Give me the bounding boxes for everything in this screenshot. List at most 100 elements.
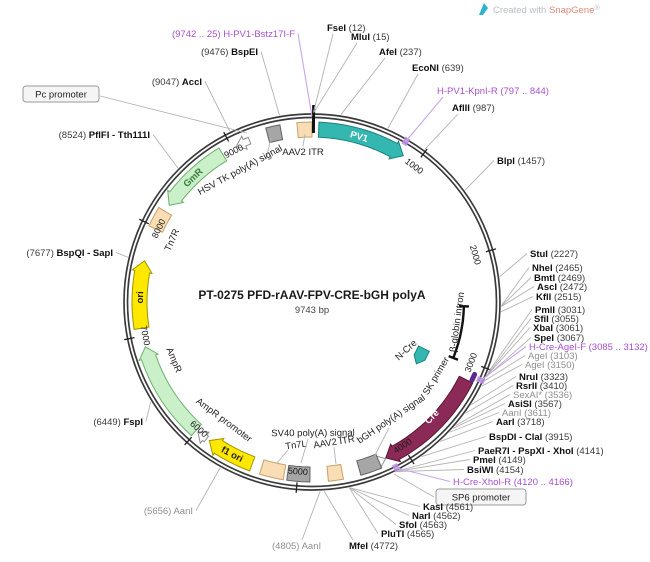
- site-label-part: H-PV1-KpnI-R (797 .. 844): [437, 86, 549, 97]
- site-label-part: H-Cre-XhoI-R (4120 .. 4166): [453, 477, 573, 488]
- site-label-pflfi - tth111i[interactable]: (8524) PflFI - Tth111I: [59, 130, 150, 141]
- site-label-part: H-Cre-AgeI-F (3085 .. 3132): [529, 342, 648, 353]
- plasmid-size-label: 9743 bp: [295, 305, 329, 316]
- site-label-bsiwi[interactable]: BsiWI (4154): [467, 465, 524, 476]
- sv40-polya-signal-label[interactable]: SV40 poly(A) signal: [271, 428, 355, 440]
- site-label-aani[interactable]: AanI (3611): [502, 408, 551, 419]
- feature-ampr-promoter[interactable]: [197, 431, 211, 445]
- feature-cre[interactable]: [385, 375, 474, 463]
- site-label-h-cre-agei-f[interactable]: H-Cre-AgeI-F (3085 .. 3132): [529, 342, 648, 353]
- feature-sv40-polya-signal[interactable]: [286, 464, 311, 483]
- beta-globin-intron-label[interactable]: β-globin intron: [448, 291, 467, 352]
- site-label-pluti[interactable]: PluTI (4565): [381, 529, 434, 540]
- site-label-rsrii[interactable]: RsrII (3410): [516, 381, 567, 392]
- site-label-kfli[interactable]: KflI (2515): [536, 292, 581, 303]
- site-label-h-pv1-bstz17i-f[interactable]: (9742 .. 25) H-PV1-Bstz17I-F: [172, 29, 295, 40]
- site-label-blpi[interactable]: BlpI (1457): [497, 156, 545, 167]
- site-label-bmti[interactable]: BmtI (2469): [534, 273, 585, 284]
- site-label-bspdi - clai[interactable]: BspDI - ClaI (3915): [489, 432, 572, 443]
- feature-leader-tn7l: [276, 449, 289, 464]
- site-label-bspei[interactable]: (9476) BspEI: [201, 47, 258, 58]
- primer-mark-h-pv1-kpni-r[interactable]: [401, 136, 411, 147]
- site-label-pmei[interactable]: PmeI (4149): [473, 455, 526, 466]
- feature-ampr[interactable]: [138, 346, 203, 437]
- tn7r-label[interactable]: Tn7R: [163, 227, 183, 253]
- site-label-part: SfoI: [399, 520, 417, 531]
- feature-gmr[interactable]: [167, 147, 228, 206]
- site-leader-pmli: [487, 309, 533, 374]
- site-label-h-cre-xhoi-r[interactable]: H-Cre-XhoI-R (4120 .. 4166): [453, 477, 573, 488]
- site-label-h-pv1-kpni-r[interactable]: H-PV1-KpnI-R (797 .. 844): [437, 86, 549, 97]
- site-label-bspqi - sapi[interactable]: (7677) BspQI - SapI: [26, 248, 113, 259]
- site-label-stui[interactable]: StuI (2227): [530, 249, 578, 260]
- feature-tn7l[interactable]: [258, 459, 287, 481]
- position-label-9000: 9000: [222, 142, 244, 160]
- feature-aav2-itr-top[interactable]: [296, 121, 313, 139]
- pc-promoter-label-box[interactable]: [22, 85, 100, 103]
- site-label-part: (3067): [554, 333, 584, 344]
- site-label-spei[interactable]: SpeI (3067): [534, 333, 584, 344]
- site-label-part: (2469): [555, 273, 585, 284]
- site-label-fspi[interactable]: (6449) FspI: [93, 417, 143, 428]
- tn7l-label[interactable]: Tn7L: [285, 439, 308, 453]
- site-label-part: (8524): [59, 130, 89, 141]
- ori-label[interactable]: ori: [135, 291, 146, 303]
- feature-n-cre[interactable]: [413, 345, 430, 365]
- feature-beta-globin-intron[interactable]: [452, 306, 466, 359]
- site-leader-pluti: [348, 487, 379, 534]
- site-label-xbai[interactable]: XbaI (3061): [533, 323, 583, 334]
- sk-primer-label[interactable]: SK primer: [421, 355, 452, 397]
- site-label-aani[interactable]: (5656) AanI: [144, 506, 193, 517]
- site-label-aari[interactable]: AarI (3718): [496, 417, 545, 428]
- site-label-aani[interactable]: (4805) AanI: [272, 541, 321, 552]
- feature-pv1[interactable]: [317, 121, 404, 160]
- site-leader-aflii: [424, 113, 459, 150]
- site-label-econi[interactable]: EcoNI (639): [412, 63, 464, 74]
- site-label-paer7i - pspxi - xhoi[interactable]: PaeR7I - PspXI - XhoI (4141): [478, 446, 604, 457]
- pc-promoter-label[interactable]: Pc promoter: [35, 90, 87, 101]
- site-label-nrui[interactable]: NruI (3323): [519, 372, 568, 383]
- site-label-aflii[interactable]: AflII (987): [452, 103, 495, 114]
- site-label-part: MluI: [351, 32, 370, 43]
- site-leader-mlui: [313, 42, 358, 113]
- site-label-agei[interactable]: AgeI (3150): [525, 360, 575, 371]
- site-label-pmli[interactable]: PmlI (3031): [535, 305, 585, 316]
- site-label-part: SpeI: [534, 333, 554, 344]
- site-label-part: (3718): [514, 417, 544, 428]
- feature-ori[interactable]: [131, 260, 153, 330]
- feature-pc-promoter[interactable]: [235, 135, 252, 150]
- position-label-7000: 7000: [138, 325, 152, 347]
- site-label-nhei[interactable]: NheI (2465): [532, 263, 583, 274]
- site-label-afei[interactable]: AfeI (237): [379, 47, 422, 58]
- site-label-sfoi[interactable]: SfoI (4563): [399, 520, 447, 531]
- sp6-promoter-label[interactable]: SP6 promoter: [452, 493, 511, 504]
- feature-hsv-tk-polya-signal[interactable]: [265, 124, 284, 144]
- site-label-kasi[interactable]: KasI (4561): [423, 502, 473, 513]
- feature-sk-primer[interactable]: [469, 371, 478, 383]
- site-label-nari[interactable]: NarI (4562): [412, 511, 461, 522]
- site-leader-sexai*: [455, 394, 511, 426]
- aav2-itr-top-label[interactable]: AAV2 ITR: [282, 147, 324, 158]
- site-label-agei[interactable]: AgeI (3103): [528, 351, 578, 362]
- feature-tn7r[interactable]: [148, 206, 173, 233]
- site-label-mfei[interactable]: MfeI (4772): [349, 541, 398, 552]
- site-label-part: BspDI - ClaI: [489, 432, 542, 443]
- feature-bgh-polya-signal[interactable]: [356, 453, 383, 476]
- site-leader-h-cre-agei-f: [480, 346, 527, 381]
- site-label-sfii[interactable]: SfiI (3055): [534, 314, 579, 325]
- ampr-label[interactable]: AmpR: [163, 346, 183, 375]
- feature-aav2-itr-bottom[interactable]: [326, 463, 344, 482]
- site-label-part: (4141): [574, 446, 604, 457]
- site-label-sexai*[interactable]: SexAI* (3536): [513, 390, 572, 401]
- sp6-promoter-label-box[interactable]: [435, 488, 527, 506]
- site-label-asisi[interactable]: AsiSI (3567): [508, 399, 562, 410]
- site-label-mlui[interactable]: MluI (15): [351, 32, 390, 43]
- feature-f1-ori[interactable]: [208, 437, 256, 472]
- primer-mark-h-cre-xhoi-r[interactable]: [391, 462, 401, 473]
- site-label-asci[interactable]: AscI (2472): [537, 282, 587, 293]
- site-label-acci[interactable]: (9047) AccI: [152, 77, 202, 88]
- site-label-part: AflII: [452, 103, 470, 114]
- primer-mark-h-cre-agei-f[interactable]: [475, 376, 486, 385]
- pv1-label[interactable]: PV1: [349, 129, 370, 145]
- site-label-fsei[interactable]: FseI (12): [327, 23, 366, 34]
